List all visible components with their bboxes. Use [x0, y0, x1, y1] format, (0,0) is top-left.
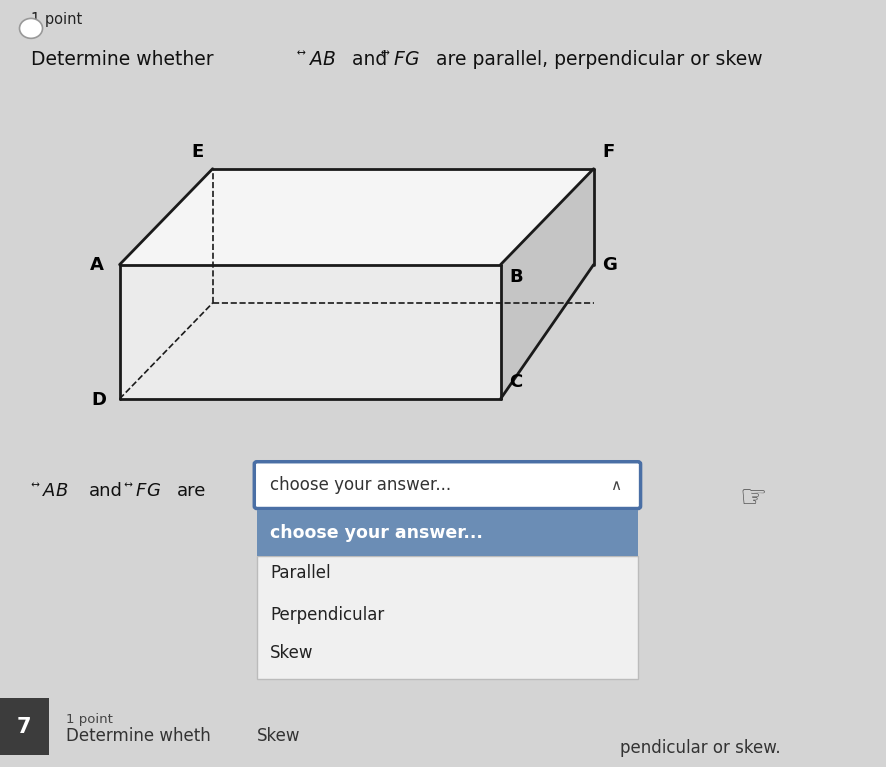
- Text: B: B: [509, 268, 523, 286]
- Text: Skew: Skew: [257, 727, 300, 746]
- Text: Parallel: Parallel: [270, 564, 330, 581]
- Text: E: E: [191, 143, 204, 161]
- Text: A: A: [89, 255, 104, 274]
- Bar: [257, 510, 638, 556]
- Text: G: G: [602, 255, 618, 274]
- Text: and: and: [346, 50, 392, 69]
- Text: are: are: [177, 482, 206, 500]
- Text: pendicular or skew.: pendicular or skew.: [620, 739, 781, 757]
- Text: $\overleftrightarrow{FG}$: $\overleftrightarrow{FG}$: [124, 482, 161, 500]
- Text: ☞: ☞: [740, 484, 766, 513]
- Text: $\overleftrightarrow{FG}$: $\overleftrightarrow{FG}$: [381, 50, 420, 69]
- FancyBboxPatch shape: [254, 462, 641, 509]
- Text: 1 point: 1 point: [31, 12, 82, 27]
- Text: choose your answer...: choose your answer...: [270, 524, 483, 542]
- Polygon shape: [120, 169, 594, 265]
- Circle shape: [19, 18, 43, 38]
- Text: $\overleftrightarrow{AB}$: $\overleftrightarrow{AB}$: [31, 482, 68, 500]
- Polygon shape: [501, 169, 594, 399]
- Text: F: F: [602, 143, 615, 161]
- Text: choose your answer...: choose your answer...: [270, 476, 451, 494]
- Text: Determine wheth: Determine wheth: [66, 727, 211, 746]
- Text: C: C: [509, 374, 523, 391]
- Text: Determine whether: Determine whether: [31, 50, 220, 69]
- Text: Perpendicular: Perpendicular: [270, 606, 385, 624]
- Text: Skew: Skew: [270, 644, 314, 662]
- Text: and: and: [89, 482, 122, 500]
- Text: D: D: [91, 391, 106, 409]
- Text: $\overleftrightarrow{AB}$: $\overleftrightarrow{AB}$: [297, 50, 336, 69]
- Text: ∧: ∧: [610, 478, 621, 492]
- Bar: [257, 556, 638, 679]
- Bar: [0, 698, 49, 755]
- Text: 7: 7: [17, 716, 32, 737]
- Text: 1 point: 1 point: [66, 713, 113, 726]
- Text: are parallel, perpendicular or skew: are parallel, perpendicular or skew: [430, 50, 762, 69]
- Polygon shape: [120, 265, 501, 399]
